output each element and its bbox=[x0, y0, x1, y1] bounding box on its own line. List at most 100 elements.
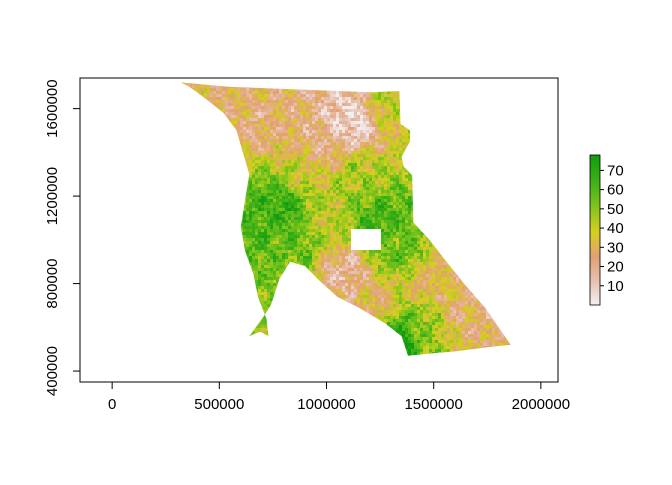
raster-cell bbox=[408, 160, 411, 163]
raster-cell bbox=[420, 142, 423, 145]
raster-cell bbox=[240, 118, 243, 121]
raster-cell bbox=[390, 178, 393, 181]
raster-cell bbox=[231, 142, 234, 145]
raster-cell bbox=[186, 166, 189, 169]
raster-cell bbox=[357, 112, 360, 115]
raster-cell bbox=[330, 121, 333, 124]
raster-cell bbox=[450, 214, 453, 217]
raster-cell bbox=[222, 199, 225, 202]
raster-cell bbox=[327, 139, 330, 142]
raster-cell bbox=[252, 124, 255, 127]
raster-cell bbox=[180, 157, 183, 160]
raster-cell bbox=[255, 136, 258, 139]
raster-cell bbox=[243, 97, 246, 100]
raster-cell bbox=[486, 100, 489, 103]
raster-cell bbox=[237, 166, 240, 169]
raster-cell bbox=[510, 190, 511, 193]
raster-cell bbox=[303, 136, 306, 139]
raster-cell bbox=[459, 85, 462, 88]
raster-cell bbox=[270, 106, 273, 109]
raster-cell bbox=[315, 196, 318, 199]
raster-cell bbox=[477, 202, 480, 205]
raster-cell bbox=[357, 184, 360, 187]
raster-cell bbox=[480, 184, 483, 187]
raster-cell bbox=[210, 202, 213, 205]
raster-cell bbox=[282, 91, 285, 94]
raster-cell bbox=[231, 190, 234, 193]
raster-cell bbox=[324, 157, 327, 160]
raster-cell bbox=[477, 187, 480, 190]
raster-cell bbox=[216, 94, 219, 97]
raster-cell bbox=[318, 133, 321, 136]
raster-cell bbox=[393, 172, 396, 175]
raster-cell bbox=[351, 184, 354, 187]
raster-cell bbox=[396, 142, 399, 145]
raster-cell bbox=[360, 181, 363, 184]
raster-cell bbox=[201, 124, 204, 127]
raster-cell bbox=[465, 199, 468, 202]
raster-cell bbox=[204, 112, 207, 115]
raster-cell bbox=[231, 130, 234, 133]
raster-cell bbox=[180, 121, 183, 124]
raster-cell bbox=[363, 190, 366, 193]
raster-cell bbox=[474, 127, 477, 130]
raster-cell bbox=[441, 145, 444, 148]
raster-cell bbox=[420, 115, 423, 118]
raster-cell bbox=[453, 202, 456, 205]
raster-cell bbox=[498, 151, 501, 154]
raster-cell bbox=[348, 172, 351, 175]
raster-cell bbox=[498, 82, 501, 85]
raster-cell bbox=[411, 163, 414, 166]
raster-cell bbox=[495, 145, 498, 148]
raster-cell bbox=[363, 82, 366, 85]
raster-cell bbox=[408, 193, 411, 196]
raster-cell bbox=[375, 157, 378, 160]
raster-cell bbox=[366, 112, 369, 115]
raster-cell bbox=[351, 103, 354, 106]
raster-cell bbox=[393, 106, 396, 109]
raster-cell bbox=[468, 154, 471, 157]
raster-cell bbox=[201, 184, 204, 187]
raster-cell bbox=[357, 205, 360, 208]
raster-cell bbox=[489, 97, 492, 100]
raster-cell bbox=[189, 85, 192, 88]
raster-cell bbox=[507, 205, 510, 208]
raster-cell bbox=[207, 199, 210, 202]
raster-cell bbox=[399, 190, 402, 193]
raster-cell bbox=[360, 154, 363, 157]
raster-cell bbox=[234, 118, 237, 121]
raster-cell bbox=[333, 124, 336, 127]
raster-cell bbox=[465, 169, 468, 172]
raster-cell bbox=[477, 151, 480, 154]
raster-cell bbox=[336, 163, 339, 166]
raster-cell bbox=[414, 97, 417, 100]
raster-cell bbox=[207, 190, 210, 193]
raster-cell bbox=[312, 151, 315, 154]
raster-cell bbox=[237, 178, 240, 181]
raster-cell bbox=[453, 115, 456, 118]
raster-cell bbox=[351, 178, 354, 181]
raster-cell bbox=[483, 178, 486, 181]
raster-cell bbox=[237, 157, 240, 160]
raster-cell bbox=[330, 202, 333, 205]
raster-cell bbox=[231, 181, 234, 184]
raster-cell bbox=[249, 115, 252, 118]
raster-cell bbox=[477, 148, 480, 151]
raster-cell bbox=[306, 148, 309, 151]
raster-cell bbox=[183, 184, 186, 187]
raster-cell bbox=[510, 139, 511, 142]
raster-cell bbox=[297, 136, 300, 139]
raster-cell bbox=[207, 127, 210, 130]
raster-cell bbox=[297, 154, 300, 157]
raster-cell bbox=[339, 166, 342, 169]
raster-cell bbox=[363, 124, 366, 127]
raster-cell bbox=[387, 172, 390, 175]
raster-cell bbox=[246, 145, 249, 148]
raster-cell bbox=[225, 199, 228, 202]
raster-cell bbox=[189, 178, 192, 181]
raster-cell bbox=[411, 121, 414, 124]
raster-cell bbox=[420, 106, 423, 109]
raster-cell bbox=[360, 124, 363, 127]
raster-cell bbox=[477, 211, 480, 214]
raster-cell bbox=[336, 127, 339, 130]
